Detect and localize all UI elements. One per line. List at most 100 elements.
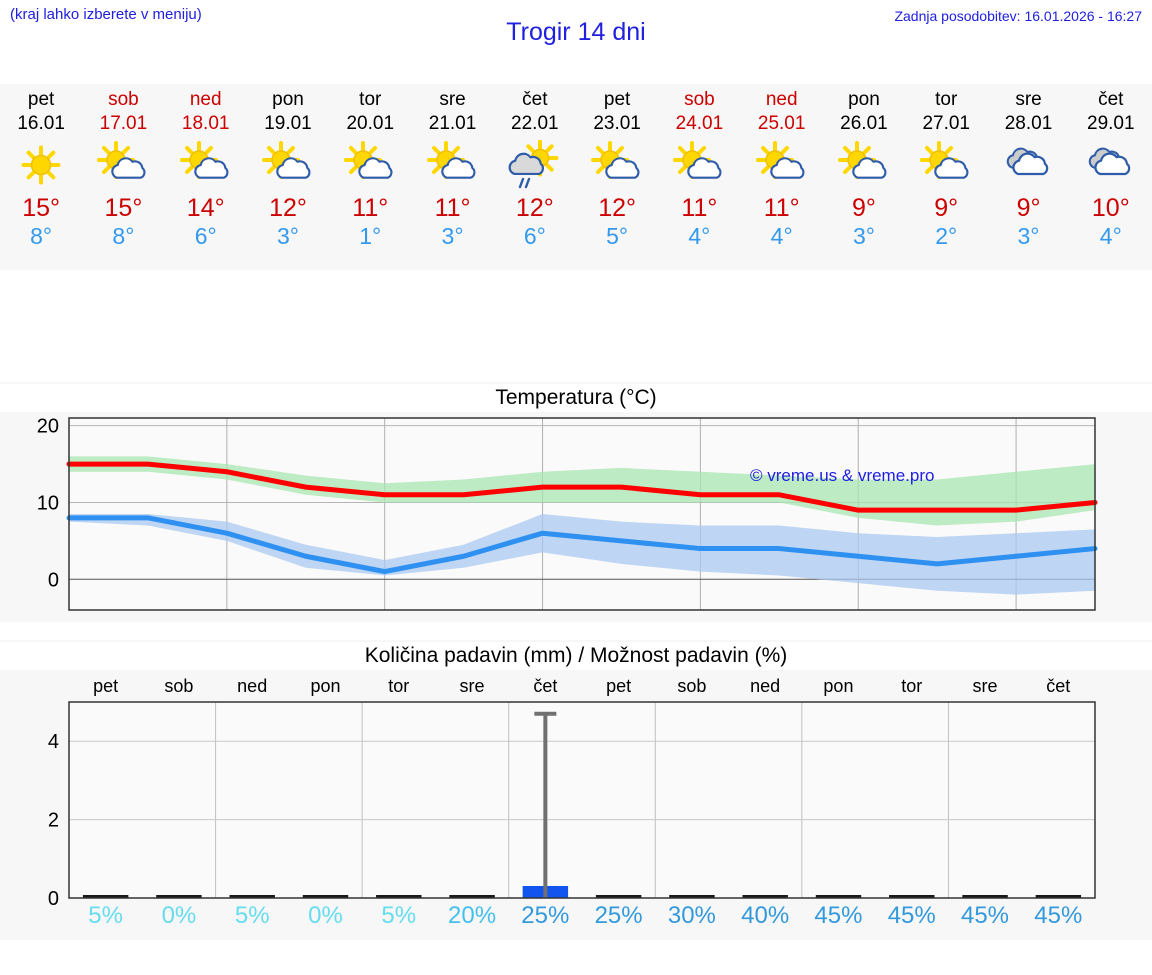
precipitation-probability: 25% xyxy=(594,902,643,929)
page-title: Trogir 14 dni xyxy=(506,18,646,46)
forecast-day-column[interactable]: čet 29.01 10° 4° xyxy=(1070,84,1152,270)
precipitation-day-label: sob xyxy=(164,676,194,696)
precipitation-day-label: tor xyxy=(388,676,410,696)
day-date: 25.01 xyxy=(757,113,806,134)
day-name: tor xyxy=(359,89,382,110)
temperature-min: 3° xyxy=(1017,223,1040,249)
sun-cloud-icon xyxy=(576,140,658,190)
forecast-day-column[interactable]: ned 25.01 11° 4° xyxy=(741,84,823,270)
temperature-min: 3° xyxy=(276,223,299,249)
temperature-min: 6° xyxy=(523,223,546,249)
day-date: 20.01 xyxy=(346,113,395,134)
sun-cloud-icon xyxy=(82,140,164,190)
day-name: ned xyxy=(189,89,222,110)
day-name: sre xyxy=(1015,89,1042,110)
precipitation-day-label: pon xyxy=(823,676,854,696)
day-date: 19.01 xyxy=(264,113,312,134)
precipitation-chart-svg: 0 2 4 xyxy=(48,701,1096,910)
precipitation-probability: 45% xyxy=(814,902,863,929)
forecast-day-column[interactable]: tor 27.01 9° 2° xyxy=(905,84,987,270)
precipitation-probability: 30% xyxy=(667,902,716,929)
day-date: 18.01 xyxy=(181,113,230,134)
day-name: čet xyxy=(1098,89,1124,110)
temperature-max: 14° xyxy=(186,194,225,222)
svg-text:0: 0 xyxy=(48,569,59,591)
temperature-max: 11° xyxy=(763,194,800,222)
copyright-text: © vreme.us & vreme.pro xyxy=(750,466,935,485)
overcast-icon xyxy=(987,140,1069,190)
svg-text:4: 4 xyxy=(48,731,59,753)
last-updated-text: Zadnja posodobitev: 16.01.2026 - 16:27 xyxy=(894,8,1142,24)
precipitation-day-label: čet xyxy=(1046,676,1071,696)
precipitation-probability: 20% xyxy=(448,902,497,929)
svg-text:2: 2 xyxy=(48,810,59,832)
day-date: 29.01 xyxy=(1087,113,1135,134)
forecast-day-column[interactable]: pet 23.01 12° 5° xyxy=(576,84,658,270)
sun-cloud-icon xyxy=(905,140,987,190)
day-date: 23.01 xyxy=(593,113,641,134)
temperature-max: 12° xyxy=(515,194,554,222)
forecast-day-column[interactable]: pon 26.01 9° 3° xyxy=(823,84,905,270)
precipitation-probability: 45% xyxy=(887,902,936,929)
sun-cloud-icon xyxy=(741,140,823,190)
day-name: tor xyxy=(935,89,958,110)
day-date: 26.01 xyxy=(840,113,888,134)
temperature-min: 5° xyxy=(606,223,629,249)
svg-text:0: 0 xyxy=(48,888,59,910)
precipitation-day-label: ned xyxy=(237,676,268,696)
svg-text:10: 10 xyxy=(37,492,59,514)
temperature-max: 11° xyxy=(681,194,718,222)
temperature-min: 2° xyxy=(935,223,958,249)
day-date: 21.01 xyxy=(428,113,477,134)
precipitation-day-label: sre xyxy=(972,676,998,696)
temperature-max: 9° xyxy=(934,194,959,222)
precipitation-probability: 45% xyxy=(960,902,1010,929)
overcast-icon xyxy=(1070,140,1152,190)
temperature-min: 3° xyxy=(852,223,875,249)
precipitation-day-label: sob xyxy=(677,676,707,696)
sun-cloud-icon xyxy=(247,140,329,190)
temperature-max: 11° xyxy=(434,194,471,222)
forecast-day-column[interactable]: ned 18.01 14° 6° xyxy=(165,84,247,270)
precipitation-probability-labels: 5% 0% 5% 0% 5% 20% 25% 25% 30% 40% 45% 45% 45% 45% xyxy=(69,902,1095,930)
day-date: 16.01 xyxy=(17,113,65,134)
precipitation-chart-title: Količina padavin (mm) / Možnost padavin … xyxy=(0,642,1152,670)
day-date: 28.01 xyxy=(1004,113,1053,134)
temperature-max: 9° xyxy=(1016,194,1041,222)
precipitation-day-label: pet xyxy=(93,676,119,696)
svg-text:20: 20 xyxy=(37,416,59,438)
precipitation-day-label: pon xyxy=(310,676,341,696)
day-name: sob xyxy=(108,89,139,110)
precipitation-probability: 0% xyxy=(161,902,197,929)
temperature-max: 12° xyxy=(269,194,307,222)
precipitation-day-label: čet xyxy=(533,676,558,696)
sun-icon xyxy=(0,140,82,190)
temperature-chart-svg: 0 10 20 xyxy=(37,416,1098,611)
forecast-day-column[interactable]: sob 17.01 15° 8° xyxy=(82,84,164,270)
temperature-max: 11° xyxy=(352,194,389,222)
day-date: 27.01 xyxy=(922,113,970,134)
temperature-min: 4° xyxy=(1099,223,1122,249)
temperature-max: 12° xyxy=(598,194,637,222)
forecast-day-column[interactable]: tor 20.01 11° 1° xyxy=(329,84,411,270)
precipitation-day-label: ned xyxy=(750,676,781,696)
forecast-day-column[interactable]: sre 28.01 9° 3° xyxy=(987,84,1069,270)
forecast-strip: pet 16.01 15° 8° sob 17.01 15° 8° ned 18.01 14° 6° p… xyxy=(0,84,1152,270)
temperature-max: 15° xyxy=(104,194,143,222)
forecast-day-column[interactable]: čet 22.01 12° 6° xyxy=(494,84,576,270)
temperature-max: 15° xyxy=(22,194,61,222)
sun-cloud-icon xyxy=(165,140,247,190)
temperature-min: 8° xyxy=(112,223,135,249)
day-name: sre xyxy=(439,89,466,110)
forecast-day-column[interactable]: pon 19.01 12° 3° xyxy=(247,84,329,270)
forecast-day-column[interactable]: pet 16.01 15° 8° xyxy=(0,84,82,270)
sun-cloud-icon xyxy=(411,140,493,190)
day-name: pet xyxy=(27,89,55,110)
precipitation-day-label: pet xyxy=(606,676,632,696)
temperature-min: 4° xyxy=(688,223,711,249)
precipitation-probability: 0% xyxy=(308,902,343,929)
day-name: pet xyxy=(603,89,631,110)
forecast-day-column[interactable]: sob 24.01 11° 4° xyxy=(658,84,740,270)
forecast-day-column[interactable]: sre 21.01 11° 3° xyxy=(411,84,493,270)
temperature-min: 4° xyxy=(770,223,793,249)
